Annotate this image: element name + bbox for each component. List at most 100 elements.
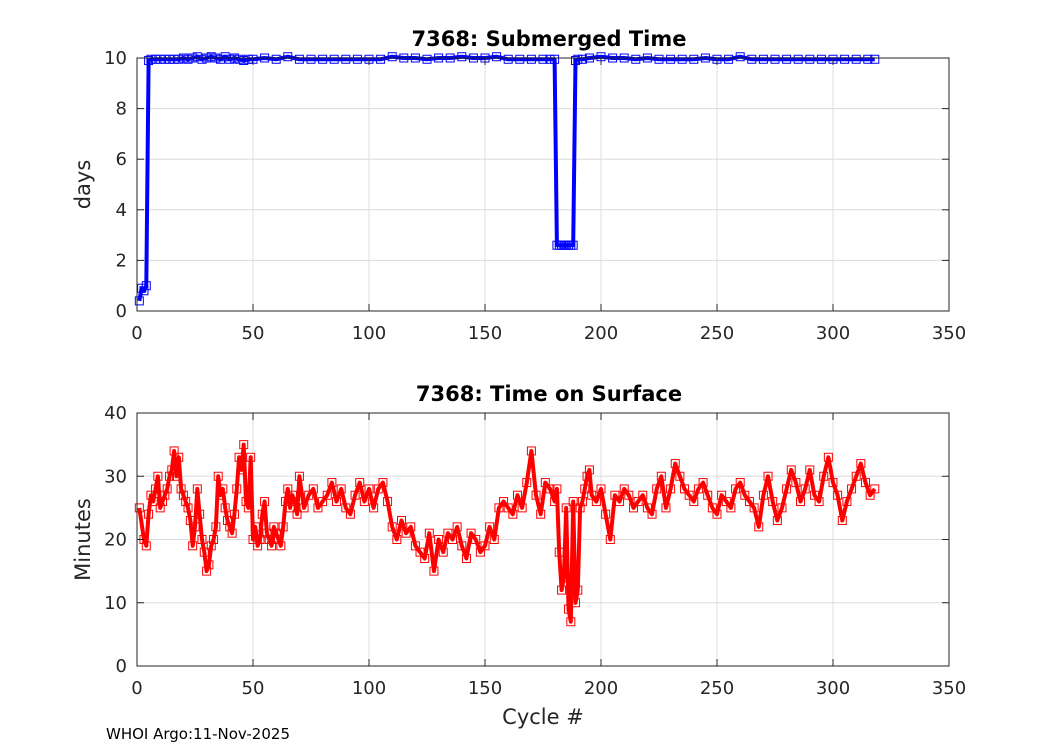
data-point [308, 484, 318, 494]
data-point [227, 528, 237, 538]
footer-credit: WHOI Argo:11-Nov-2025 [106, 725, 290, 743]
data-point [336, 484, 346, 494]
data-point [633, 497, 643, 507]
data-point [202, 566, 212, 576]
data-point [220, 52, 230, 62]
data-point [538, 54, 548, 64]
data-point [568, 240, 578, 250]
data-point [162, 484, 172, 494]
data-point [243, 54, 253, 64]
data-point [134, 503, 144, 513]
chart-title: 7368: Submerged Time [411, 27, 686, 51]
data-point [851, 54, 861, 64]
data-point [554, 547, 564, 557]
data-point [726, 503, 736, 513]
data-point [503, 54, 513, 64]
data-point [387, 52, 397, 62]
data-point [218, 484, 228, 494]
data-point [577, 54, 587, 64]
data-point [243, 503, 253, 513]
data-point [457, 52, 467, 62]
data-point [559, 572, 569, 582]
x-tick-label: 150 [468, 323, 502, 344]
data-point [840, 54, 850, 64]
data-point [758, 490, 768, 500]
data-point [169, 446, 179, 456]
data-point [299, 503, 309, 513]
data-point [169, 54, 179, 64]
chart-title: 7368: Time on Surface [416, 382, 682, 406]
x-tick-label: 250 [700, 678, 734, 699]
data-point [526, 446, 536, 456]
data-point [306, 54, 316, 64]
data-point [424, 528, 434, 538]
data-point [329, 54, 339, 64]
data-point [712, 509, 722, 519]
data-point [485, 522, 495, 532]
data-point [791, 478, 801, 488]
data-point [656, 471, 666, 481]
data-point [448, 535, 458, 544]
data-point [631, 54, 641, 64]
data-point [768, 497, 778, 507]
data-point [557, 585, 567, 595]
data-point [350, 490, 360, 500]
data-point [141, 541, 151, 551]
data-point [721, 497, 731, 507]
data-point [698, 478, 708, 488]
data-point [144, 509, 154, 519]
data-point [693, 484, 703, 494]
data-point [183, 503, 193, 513]
data-point [216, 490, 226, 500]
data-point [642, 503, 652, 513]
data-point [257, 509, 267, 519]
x-tick-label: 50 [242, 678, 265, 699]
data-point [369, 503, 379, 513]
data-point [160, 490, 170, 500]
data-point [503, 503, 513, 513]
data-point [332, 497, 342, 507]
data-point [707, 503, 717, 513]
data-point [158, 497, 168, 507]
data-point [255, 535, 265, 544]
data-point [155, 54, 165, 64]
data-point [271, 528, 281, 538]
data-point [471, 535, 481, 544]
data-point [376, 54, 386, 64]
x-tick-label: 300 [816, 323, 850, 344]
x-tick-label: 50 [242, 323, 265, 344]
data-point [139, 286, 149, 296]
x-tick-label: 300 [816, 678, 850, 699]
data-point [239, 440, 249, 450]
data-point [195, 509, 205, 519]
y-tick-label: 6 [116, 149, 127, 170]
data-point [856, 459, 866, 469]
y-tick-label: 20 [104, 530, 127, 551]
data-point [526, 54, 536, 64]
data-point [248, 535, 258, 544]
data-point [406, 522, 416, 532]
data-point [596, 484, 606, 494]
data-point [364, 484, 374, 494]
data-point [153, 471, 163, 481]
x-tick-label: 250 [700, 323, 734, 344]
data-point [211, 522, 221, 532]
data-point [171, 471, 181, 481]
data-point [229, 509, 239, 519]
data-point [197, 535, 207, 544]
data-point [151, 54, 161, 64]
data-point [684, 490, 694, 500]
data-point [675, 471, 685, 481]
data-point [313, 503, 323, 513]
data-point [216, 54, 226, 64]
data-point [758, 54, 768, 64]
data-point [164, 471, 174, 481]
data-point [749, 503, 759, 513]
x-tick-label: 100 [352, 323, 386, 344]
data-point [420, 553, 430, 563]
data-point [772, 516, 782, 526]
data-point [294, 54, 304, 64]
y-tick-label: 2 [116, 250, 127, 271]
data-point [582, 471, 592, 481]
y-axis-label: days [71, 160, 95, 210]
